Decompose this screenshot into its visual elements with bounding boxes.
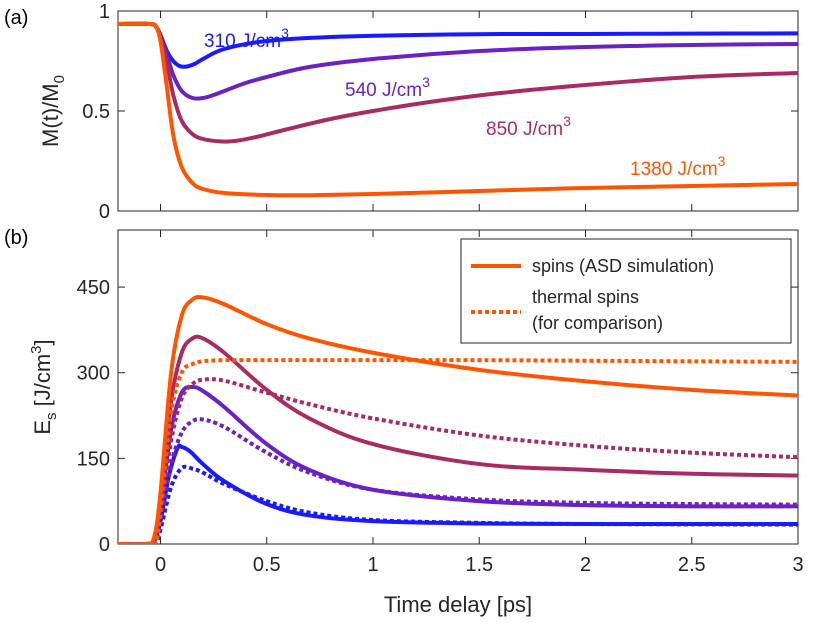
curve-label-850-sup: 3 xyxy=(563,113,571,129)
panel-a-ytick-label: 0 xyxy=(99,201,110,223)
panel-b-label: (b) xyxy=(4,227,28,249)
panel-b-curves xyxy=(118,294,798,544)
panel-b-ylabel-rest: [J/cm xyxy=(30,354,55,413)
curve-label-540: 540 J/cm3 xyxy=(345,74,430,101)
curve-label-310: 310 J/cm3 xyxy=(204,25,289,52)
panel-a-ticks: 00.51 xyxy=(82,1,799,223)
panel-a-ylabel-sub: 0 xyxy=(51,75,68,83)
curve-label-850: 850 J/cm3 xyxy=(486,113,571,140)
legend-label-dotted-1: thermal spins xyxy=(532,287,639,307)
panel-b-ylabel: Es [J/cm3] xyxy=(28,339,60,434)
curve-label-540-sup: 3 xyxy=(422,74,430,90)
curve-label-540-text: 540 J/cm xyxy=(345,80,422,101)
legend: spins (ASD simulation) thermal spins (fo… xyxy=(460,238,792,344)
panel-a-ytick-label: 0.5 xyxy=(82,101,110,123)
curve-label-310-text: 310 J/cm xyxy=(204,31,281,52)
panel-b-ylabel-sup: 3 xyxy=(28,345,45,353)
panel-b-ytick-label: 0 xyxy=(99,534,110,556)
panel-a-ytick-label: 1 xyxy=(99,1,110,23)
panel-b-xtick-label: 1 xyxy=(367,554,378,576)
panel-b-ytick-label: 150 xyxy=(77,448,110,470)
series-line-thermal-1380-j-cm3 xyxy=(118,358,798,544)
legend-label-solid: spins (ASD simulation) xyxy=(532,256,714,276)
panel-a-label: (a) xyxy=(4,7,28,29)
curve-label-1380: 1380 J/cm3 xyxy=(630,153,726,180)
panel-b-xtick-label: 1.5 xyxy=(465,554,493,576)
curve-label-1380-text: 1380 J/cm xyxy=(630,159,718,180)
panel-b-xtick-label: 0.5 xyxy=(253,554,281,576)
curve-label-850-text: 850 J/cm xyxy=(486,119,563,140)
panel-a-ylabel-main: M(t)/M xyxy=(38,83,63,147)
panel-b-ylabel-sub: s xyxy=(43,412,60,420)
panel-b-ylabel-close: ] xyxy=(30,339,55,345)
panel-b-xtick-label: 0 xyxy=(155,554,166,576)
panel-b-ticks: 0 0.5 1 1.5 2 2.5 3 0 150 300 450 xyxy=(77,230,804,576)
panel-b-xtick-label: 2.5 xyxy=(678,554,706,576)
curve-label-310-sup: 3 xyxy=(281,25,289,41)
panel-b-ytick-label: 450 xyxy=(77,277,110,299)
series-line-1380-j-cm3 xyxy=(118,21,798,198)
legend-label-dotted-2: (for comparison) xyxy=(532,313,663,333)
panel-b-xlabel: Time delay [ps] xyxy=(384,592,532,617)
panel-a: (a) 00.51 M(t)/M0 310 J/cm3 540 J/cm3 85… xyxy=(4,1,799,223)
panel-b-ytick-label: 300 xyxy=(77,363,110,385)
panel-b-xtick-label: 3 xyxy=(792,554,803,576)
panel-a-curves xyxy=(118,21,798,198)
panel-a-ylabel: M(t)/M0 xyxy=(38,75,68,147)
panel-b-xtick-label: 2 xyxy=(580,554,591,576)
legend-box xyxy=(460,238,792,344)
panel-b-ylabel-main: E xyxy=(30,420,55,435)
curve-label-1380-sup: 3 xyxy=(718,153,726,169)
